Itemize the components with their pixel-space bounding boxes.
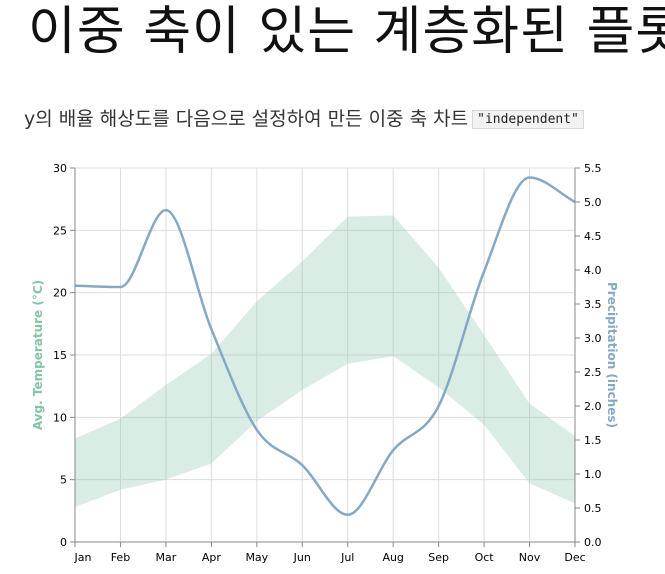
left-tick-label: 30	[53, 162, 67, 175]
right-tick-label: 2.0	[584, 400, 602, 413]
x-tick-label: Jun	[293, 551, 311, 564]
right-tick-label: 5.0	[584, 196, 602, 209]
x-tick-label: Jul	[340, 551, 354, 564]
right-tick-label: 3.5	[584, 298, 602, 311]
x-tick-label: Sep	[428, 551, 449, 564]
x-tick-label: Dec	[564, 551, 585, 564]
left-tick-label: 5	[60, 474, 67, 487]
right-tick-label: 0.0	[584, 536, 602, 549]
right-tick-label: 3.0	[584, 332, 602, 345]
precipitation-line-layer	[74, 176, 576, 517]
precipitation-line	[74, 176, 576, 517]
left-tick-label: 0	[60, 536, 67, 549]
left-tick-label: 15	[53, 349, 67, 362]
temperature-band-layer	[75, 215, 575, 508]
x-tick-label: Nov	[519, 551, 541, 564]
left-axis-title: Avg. Temperature (°C)	[31, 280, 45, 430]
x-tick-label: Jan	[74, 551, 92, 564]
right-tick-label: 1.0	[584, 468, 602, 481]
axes: 0 5 10 15 20 25 30 Avg. Temperature (°C) 0.0 0.5 1…	[31, 162, 619, 564]
right-tick-label: 0.5	[584, 502, 602, 515]
right-tick-label: 5.5	[584, 162, 602, 175]
subtitle-text: y의 배율 해상도를 다음으로 설정하여 만든 이중 축 차트	[24, 108, 469, 130]
x-tick-label: May	[245, 551, 268, 564]
left-tick-label: 20	[53, 287, 67, 300]
right-axis-title: Precipitation (inches)	[605, 282, 619, 428]
right-tick-label: 4.0	[584, 264, 602, 277]
resolve-code-snippet: "independent"	[472, 110, 584, 129]
right-tick-label: 2.5	[584, 366, 602, 379]
chart-description: y의 배율 해상도를 다음으로 설정하여 만든 이중 축 차트 "independ…	[24, 106, 584, 133]
x-tick-label: Apr	[202, 551, 222, 564]
x-tick-label: Mar	[156, 551, 177, 564]
dual-axis-chart: 0 5 10 15 20 25 30 Avg. Temperature (°C) 0.0 0.5 1…	[31, 162, 619, 564]
x-tick-label: Feb	[111, 551, 130, 564]
x-tick-label: Oct	[475, 551, 495, 564]
left-tick-label: 25	[53, 224, 67, 237]
right-tick-label: 4.5	[584, 230, 602, 243]
x-tick-label: Aug	[382, 551, 403, 564]
temperature-band	[75, 215, 575, 508]
left-tick-label: 10	[53, 411, 67, 424]
right-tick-label: 1.5	[584, 434, 602, 447]
page-title: 이중 축이 있는 계층화된 플롯	[28, 2, 665, 62]
